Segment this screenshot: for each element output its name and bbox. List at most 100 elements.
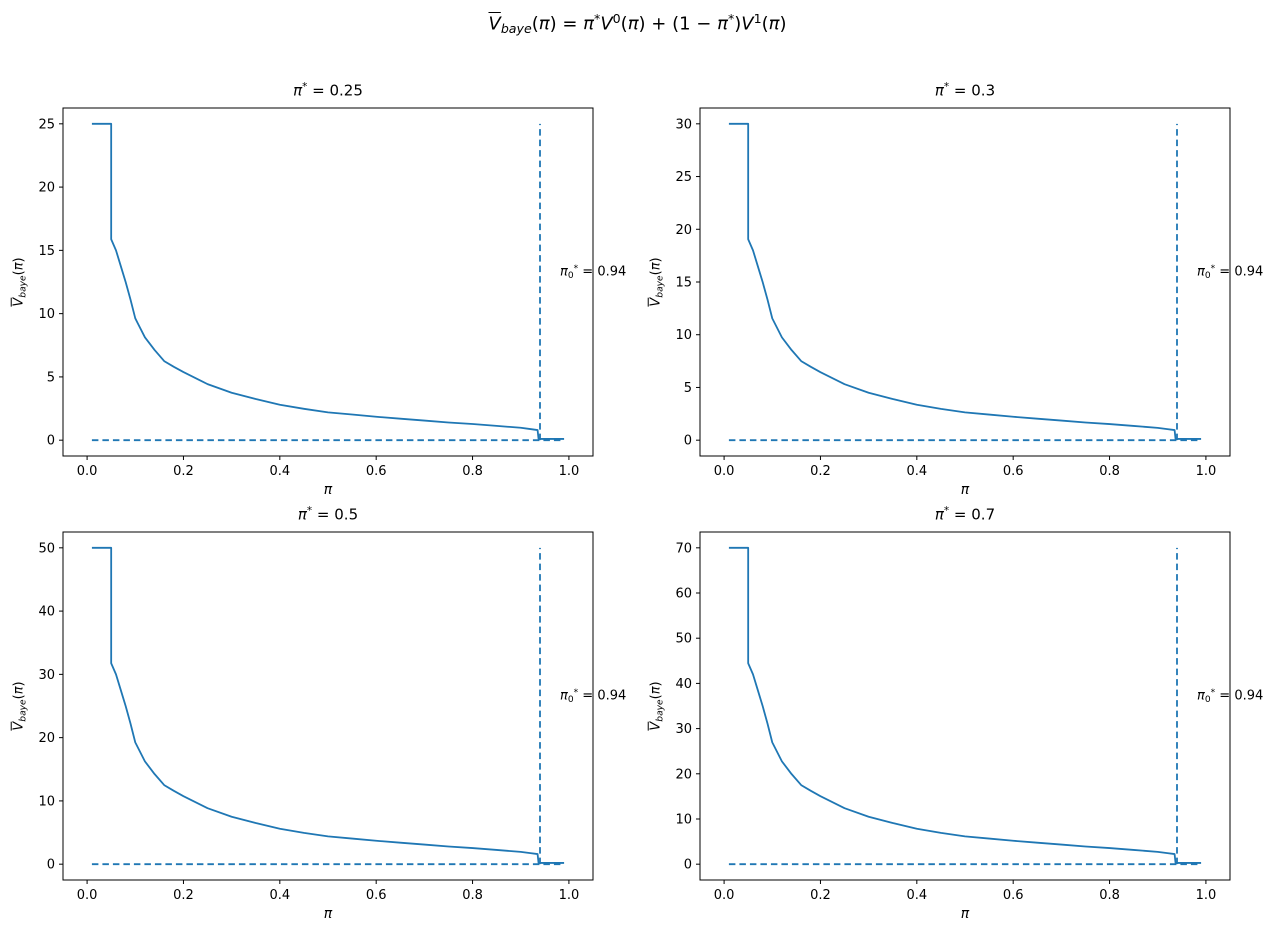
y-axis-tick-label: 5: [47, 370, 55, 385]
text-segment: = 0.25: [307, 81, 363, 100]
text-segment: V: [488, 13, 501, 35]
y-axis-label: Vbaye(π): [12, 257, 29, 306]
x-axis-tick-label: 0.6: [1003, 888, 1024, 903]
x-axis-tick-label: 0.2: [810, 464, 831, 479]
text-segment: π: [934, 81, 944, 100]
text-segment: π: [560, 688, 568, 704]
text-segment: V: [648, 721, 664, 731]
text-segment: V: [741, 13, 754, 35]
x-axis-tick-label: 0.4: [269, 888, 290, 903]
text-segment: ): [648, 681, 664, 687]
text-segment: π: [538, 13, 550, 35]
y-axis-tick-label: 10: [38, 307, 55, 322]
text-segment: = 0.7: [949, 505, 996, 524]
subplot-title: π* = 0.7: [700, 505, 1230, 523]
subplot-0.5: 0.0 0.2 0.4 0.6 0.8 1.0 0 10 20 30 40 50: [38, 531, 594, 903]
text-segment: ): [779, 13, 787, 35]
text-segment: = 0.94: [1215, 264, 1264, 280]
y-axis-tick-label: 10: [38, 794, 55, 809]
x-axis-tick-label: 0.4: [269, 464, 290, 479]
y-axis-tick-label: 30: [675, 117, 692, 132]
subplot-0.25: 0.0 0.2 0.4 0.6 0.8 1.0 0 5 10 15 20 25: [38, 107, 594, 479]
x-axis-tick-label: 0.8: [1099, 464, 1120, 479]
x-axis-label: π: [700, 906, 1230, 922]
text-segment: *: [1210, 687, 1216, 698]
subplot-0.7: 0.0 0.2 0.4 0.6 0.8 1.0 0 10 20 30 40 50 60 70: [675, 531, 1231, 903]
x-axis-tick-label: 0.4: [906, 464, 927, 479]
text-segment: π: [768, 13, 780, 35]
y-axis-tick-label: 0: [684, 858, 692, 873]
value-curve: [728, 122, 1202, 440]
x-axis-tick-label: 0.4: [906, 888, 927, 903]
text-segment: baye: [500, 20, 532, 36]
text-segment: π: [583, 13, 595, 35]
text-segment: ) =: [549, 13, 584, 35]
x-axis-tick-label: 0.2: [810, 888, 831, 903]
text-segment: ): [11, 681, 27, 687]
x-axis-label: π: [700, 482, 1230, 498]
value-curve: [91, 546, 565, 864]
text-segment: π: [648, 686, 664, 695]
text-segment: = 0.5: [312, 505, 359, 524]
text-segment: *: [573, 263, 579, 274]
text-segment: (: [761, 13, 769, 35]
text-segment: (: [11, 270, 27, 276]
text-segment: V: [600, 13, 613, 35]
x-axis-tick-label: 0.8: [462, 888, 483, 903]
y-axis-tick-label: 50: [38, 541, 55, 556]
x-axis-label: π: [63, 906, 593, 922]
text-segment: baye: [655, 699, 666, 722]
y-axis-tick-label: 70: [675, 541, 692, 556]
subplot-title: π* = 0.5: [63, 505, 593, 523]
x-axis-tick-label: 0.6: [1003, 464, 1024, 479]
text-segment: π: [560, 264, 568, 280]
text-segment: π: [648, 262, 664, 271]
y-axis-tick-label: 25: [675, 170, 692, 185]
text-segment: π: [717, 13, 728, 35]
axes-frame: [699, 531, 1231, 881]
text-segment: (: [620, 13, 628, 35]
text-segment: 0: [612, 11, 621, 26]
y-axis-label: Vbaye(π): [649, 681, 666, 730]
threshold-annotation: π0* = 0.94: [1197, 264, 1263, 281]
text-segment: (: [648, 270, 664, 276]
y-axis-tick-label: 15: [675, 276, 692, 291]
threshold-annotation: π0* = 0.94: [560, 264, 626, 281]
y-axis-tick-label: 10: [675, 812, 692, 827]
text-segment: = 0.3: [949, 81, 996, 100]
text-segment: = 0.94: [578, 688, 627, 704]
y-axis-tick-label: 15: [38, 244, 55, 259]
y-axis-tick-label: 60: [675, 587, 692, 602]
y-axis-tick-label: 10: [675, 328, 692, 343]
x-axis-tick-label: 1.0: [559, 888, 580, 903]
text-segment: *: [943, 81, 950, 93]
text-segment: π: [323, 482, 333, 498]
y-axis-tick-label: 30: [675, 722, 692, 737]
value-curve: [91, 122, 565, 440]
x-axis-tick-label: 0.2: [173, 888, 194, 903]
text-segment: *: [302, 81, 308, 93]
text-segment: V: [648, 297, 664, 307]
figure-title: Vbaye(π) = π*V0(π) + (1 − π*)V1(π): [0, 11, 1275, 37]
subplot-title: π* = 0.3: [700, 81, 1230, 99]
x-axis-tick-label: 0.8: [462, 464, 483, 479]
x-axis-tick-label: 0.0: [714, 888, 735, 903]
text-segment: π: [934, 505, 944, 524]
text-segment: *: [573, 687, 579, 698]
text-segment: π: [11, 686, 27, 695]
text-segment: baye: [18, 275, 29, 298]
x-axis-label: π: [63, 482, 593, 498]
text-segment: 1: [753, 11, 762, 26]
threshold-annotation: π0* = 0.94: [1197, 688, 1263, 705]
text-segment: 0: [567, 270, 574, 281]
text-segment: (: [531, 13, 539, 35]
y-axis-label: Vbaye(π): [649, 257, 666, 306]
x-axis-tick-label: 0.6: [366, 464, 387, 479]
axes-frame: [62, 107, 594, 457]
y-axis-tick-label: 5: [684, 381, 692, 396]
text-segment: π: [960, 906, 970, 922]
y-axis-tick-label: 0: [684, 434, 692, 449]
y-axis-tick-label: 50: [675, 632, 692, 647]
